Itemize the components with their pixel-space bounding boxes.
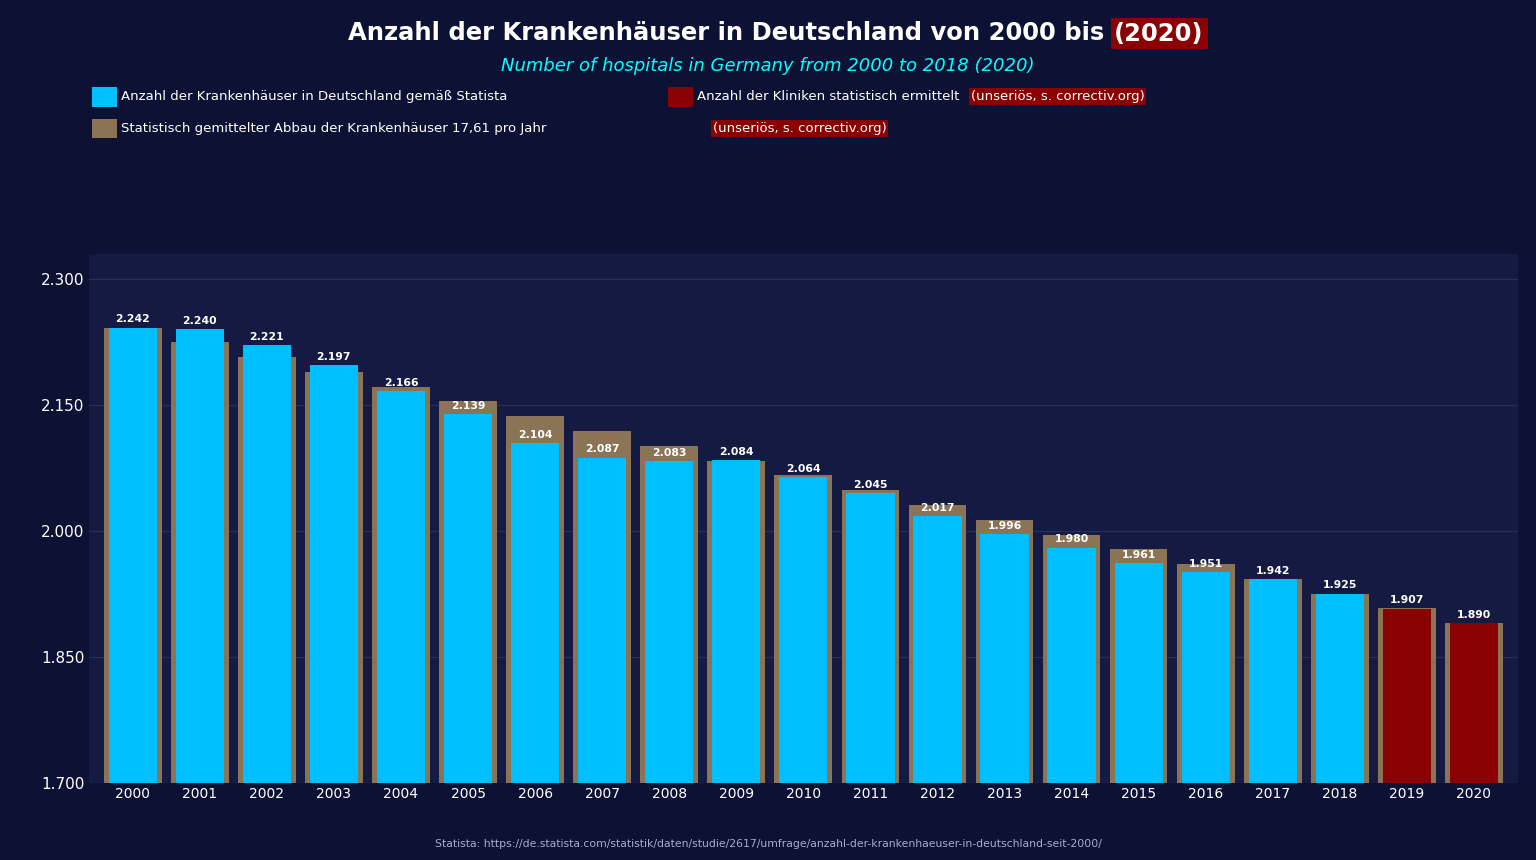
Text: 1.961: 1.961 [1121,550,1155,560]
Bar [376,391,425,783]
Bar [175,329,224,783]
Text: (unseriös, s. correctiv.org): (unseriös, s. correctiv.org) [713,121,886,135]
Text: 1.996: 1.996 [988,521,1021,531]
Bar [578,458,627,783]
Bar [713,460,760,783]
Text: 2.197: 2.197 [316,352,352,362]
Bar [1382,609,1432,783]
Bar [842,490,899,783]
Bar [1177,564,1235,783]
Bar [1048,548,1095,783]
Text: (2020): (2020) [1114,22,1204,46]
Bar [975,519,1034,783]
Bar [909,505,966,783]
Text: 2.084: 2.084 [719,447,754,457]
Bar [1249,580,1296,783]
Text: Anzahl der Krankenhäuser in Deutschland gemäß Statista: Anzahl der Krankenhäuser in Deutschland … [121,89,508,103]
Text: 2.104: 2.104 [518,430,553,440]
Bar [980,534,1029,783]
Text: 1.890: 1.890 [1456,610,1491,620]
Bar [1244,579,1301,783]
Text: 2.087: 2.087 [585,445,619,454]
Bar [511,444,559,783]
Bar [507,416,564,783]
Text: 1.942: 1.942 [1255,566,1290,576]
Bar [444,414,492,783]
Bar [708,461,765,783]
Text: 1.980: 1.980 [1054,534,1089,544]
Bar [1115,563,1163,783]
Bar [641,445,697,783]
Bar [1043,535,1100,783]
Text: Anzahl der Krankenhäuser in Deutschland von 2000 bis 2018: Anzahl der Krankenhäuser in Deutschland … [347,22,1189,46]
Text: Statista: https://de.statista.com/statistik/daten/studie/2617/umfrage/anzahl-der: Statista: https://de.statista.com/statis… [435,838,1101,849]
Bar [1111,550,1167,783]
Bar [1378,609,1436,783]
Text: 2.045: 2.045 [852,480,888,489]
Text: Number of hospitals in Germany from 2000 to 2018 (2020): Number of hospitals in Germany from 2000… [501,57,1035,75]
Bar [306,372,362,783]
Bar [109,328,157,783]
Text: 1.925: 1.925 [1322,580,1356,590]
Bar [1450,624,1498,783]
Text: 2.240: 2.240 [183,316,217,326]
Text: 2.242: 2.242 [115,314,151,324]
Text: 2.139: 2.139 [450,401,485,411]
Text: Statistisch gemittelter Abbau der Krankenhäuser 17,61 pro Jahr: Statistisch gemittelter Abbau der Kranke… [121,121,551,135]
Text: 2.017: 2.017 [920,503,955,513]
Bar [243,345,290,783]
Bar [1181,572,1230,783]
Bar [1445,624,1502,783]
Bar [779,477,828,783]
Bar [372,387,430,783]
Text: 1.907: 1.907 [1390,595,1424,605]
Bar [170,342,229,783]
Text: 2.221: 2.221 [249,332,284,342]
Bar [238,357,295,783]
Bar [310,366,358,783]
Bar [846,493,894,783]
Bar [774,476,833,783]
Bar [439,402,496,783]
Bar [914,517,962,783]
Text: 2.064: 2.064 [786,464,820,474]
Text: (unseriös, s. correctiv.org): (unseriös, s. correctiv.org) [971,89,1144,103]
Bar [645,461,693,783]
Text: 2.166: 2.166 [384,378,418,388]
Bar [104,328,161,783]
Bar [1312,593,1369,783]
Text: Anzahl der Kliniken statistisch ermittelt: Anzahl der Kliniken statistisch ermittel… [697,89,965,103]
Bar [573,431,631,783]
Text: 2.083: 2.083 [651,448,687,458]
Text: 1.951: 1.951 [1189,558,1223,568]
Bar [1316,593,1364,783]
